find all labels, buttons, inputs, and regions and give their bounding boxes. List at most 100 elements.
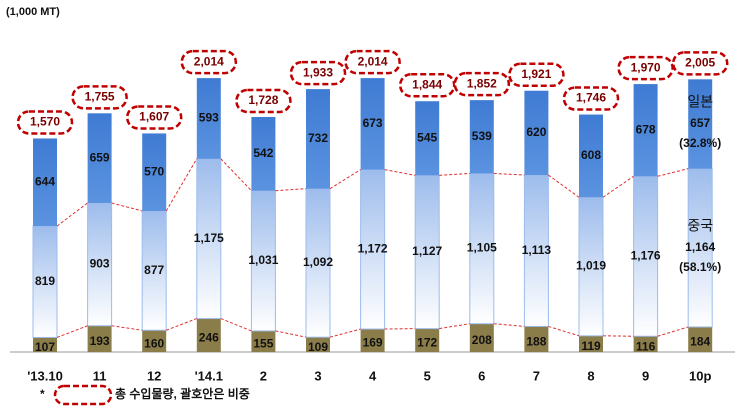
footnote: 총 수입물량, 괄호안은 비중 <box>115 386 250 401</box>
connector <box>439 172 470 176</box>
value-label: 172 <box>417 335 437 349</box>
value-label: 1,019 <box>576 259 606 273</box>
series-share: (58.1%) <box>679 260 721 274</box>
total-label: 2,014 <box>358 54 388 68</box>
value-label: 169 <box>363 336 383 350</box>
value-label: 119 <box>581 339 601 353</box>
bar-segment <box>633 84 658 177</box>
bar-segment <box>142 133 167 211</box>
value-label: 657 <box>690 116 710 130</box>
total-label: 1,607 <box>139 110 169 124</box>
connector <box>56 202 88 227</box>
connector <box>439 323 470 330</box>
value-label: 184 <box>690 335 710 349</box>
connector <box>602 175 634 198</box>
total-label: 1,728 <box>248 93 278 107</box>
total-capsule <box>453 71 511 97</box>
bar-segment <box>305 188 331 338</box>
bar-segment <box>360 169 386 330</box>
total-label: 1,970 <box>631 60 661 74</box>
bar-segment <box>415 101 440 176</box>
connector <box>220 158 252 192</box>
total-label: 2,014 <box>194 54 224 68</box>
value-label: 109 <box>308 340 328 354</box>
connector <box>111 325 143 331</box>
total-capsule <box>125 105 183 130</box>
bar-segment <box>250 190 276 332</box>
x-tick-label: 2 <box>260 368 267 383</box>
value-label: 545 <box>417 130 437 144</box>
bar-segment <box>306 89 330 189</box>
bar-segment <box>87 325 112 352</box>
total-capsule <box>289 60 347 86</box>
value-label: 659 <box>90 150 110 164</box>
bar-segment <box>87 202 113 327</box>
total-label: 2,005 <box>685 55 715 69</box>
unit-label: (1,000 MT) <box>6 6 60 18</box>
value-label: 608 <box>581 148 601 162</box>
bar-segment <box>32 225 58 338</box>
value-label: 644 <box>35 174 55 188</box>
value-label: 1,175 <box>194 231 224 245</box>
bar-segment <box>633 175 659 337</box>
x-tick-label: 6 <box>478 368 485 383</box>
total-label: 1,844 <box>412 77 442 91</box>
bar-segment <box>688 79 713 169</box>
total-label: 1,755 <box>85 89 115 103</box>
x-tick-label: 9 <box>642 368 649 383</box>
x-tick-label: '13.10 <box>27 368 63 383</box>
bar-segment <box>633 336 658 352</box>
series-name: 중국 <box>687 218 713 234</box>
value-label: 208 <box>472 333 492 347</box>
bar-segment <box>360 329 385 352</box>
bar-segment <box>415 328 440 352</box>
total-capsule <box>235 88 292 114</box>
connector <box>548 325 580 337</box>
x-tick-label: 12 <box>147 368 161 383</box>
total-capsule <box>671 51 729 76</box>
x-tick-label: 11 <box>93 368 107 383</box>
value-label: 593 <box>199 111 219 125</box>
bar-segment <box>578 196 604 337</box>
x-tick-label: 5 <box>424 368 431 383</box>
bar-segment <box>196 158 222 320</box>
total-capsule <box>508 62 565 87</box>
connector <box>111 202 143 212</box>
connector <box>493 172 525 176</box>
total-capsule <box>617 55 674 81</box>
value-label: 539 <box>472 129 492 143</box>
bar-segment <box>687 168 713 328</box>
connector <box>493 323 525 327</box>
value-label: 155 <box>253 337 273 351</box>
bar-segment <box>306 337 330 352</box>
value-label: 732 <box>308 131 328 145</box>
connector <box>657 326 689 337</box>
value-label: 116 <box>636 339 656 353</box>
value-label: 678 <box>636 122 656 136</box>
total-capsule <box>344 49 401 75</box>
bar-segment <box>251 116 276 191</box>
bar-segment <box>524 90 549 176</box>
value-label: 1,092 <box>303 255 333 269</box>
bar-segment <box>196 318 221 352</box>
x-tick-label: 7 <box>533 368 540 383</box>
bar-segment <box>469 172 495 325</box>
value-label: 1,113 <box>522 243 552 257</box>
value-label: 570 <box>144 164 164 178</box>
total-capsule <box>180 49 238 75</box>
total-capsule <box>16 110 74 135</box>
value-label: 246 <box>199 330 219 344</box>
bar-segment <box>142 330 167 352</box>
bar-segment <box>469 323 494 352</box>
value-label: 1,172 <box>358 241 388 255</box>
total-label: 1,933 <box>303 65 333 79</box>
value-label: 1,164 <box>685 240 715 254</box>
value-label: 1,176 <box>631 248 661 262</box>
value-label: 1,127 <box>412 244 442 258</box>
total-capsule <box>398 72 456 98</box>
connector <box>220 318 252 332</box>
connector <box>548 174 580 198</box>
total-capsule <box>71 85 128 110</box>
connector <box>275 330 307 338</box>
value-label: 877 <box>144 263 164 277</box>
